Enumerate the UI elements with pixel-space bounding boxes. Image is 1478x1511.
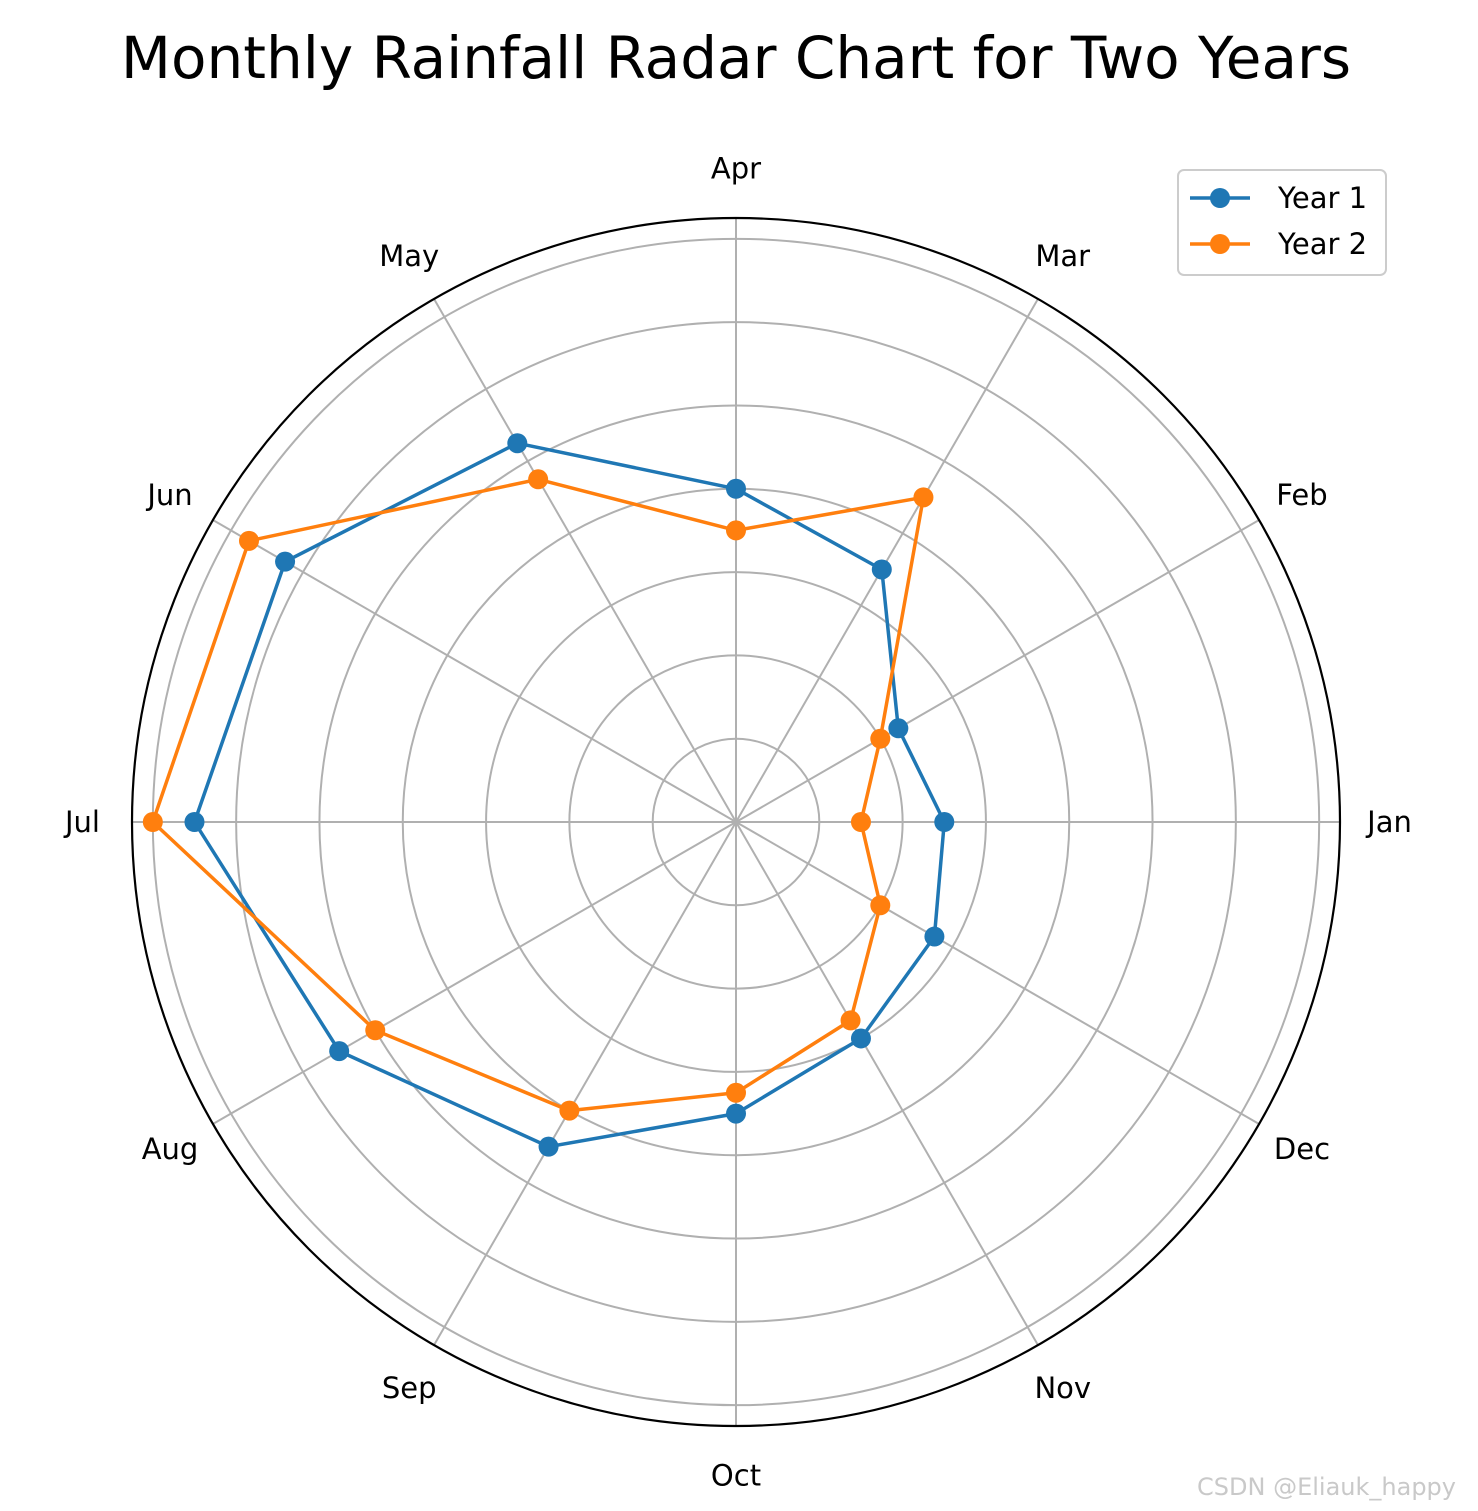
grid-spoke-aug (212, 821, 737, 1125)
grid-spoke-sep (433, 821, 737, 1346)
data-point-year-1-jan (934, 812, 955, 832)
polar-frame (130, 216, 1342, 1428)
series-line-year-1 (192, 441, 947, 1149)
category-label-feb: Feb (1276, 478, 1327, 512)
data-point-year-2-jan (850, 812, 871, 832)
data-point-year-2-sep (559, 1100, 580, 1121)
data-point-year-1-jun (275, 551, 296, 572)
grid-spoke-feb (735, 519, 1260, 823)
data-point-year-1-jul (184, 812, 205, 832)
series-line-year-2 (151, 477, 926, 1113)
data-point-year-2-jul (142, 812, 163, 832)
series-layer (142, 433, 955, 1157)
category-label-jan: Jan (1365, 805, 1412, 839)
category-label-sep: Sep (382, 1371, 437, 1405)
data-point-year-1-apr (726, 478, 746, 499)
watermark: CSDN @Eliauk_happy (1197, 1473, 1456, 1501)
category-labels: Jan Feb Mar Apr May Jun Jul Aug Sep Oct Nov Dec (63, 151, 1412, 1492)
data-point-year-2-feb (870, 728, 891, 749)
data-point-year-2-nov (840, 1010, 861, 1031)
category-label-jul: Jul (63, 805, 100, 839)
category-label-nov: Nov (1034, 1371, 1091, 1405)
data-point-year-1-nov (850, 1028, 871, 1049)
data-point-year-1-sep (538, 1136, 559, 1157)
category-label-may: May (379, 239, 439, 273)
legend-label-year-1: Year 1 (1277, 181, 1367, 215)
grid-spoke-jun (212, 519, 737, 823)
data-point-year-2-aug (365, 1020, 386, 1041)
chart-title: Monthly Rainfall Radar Chart for Two Yea… (121, 24, 1351, 92)
data-point-year-2-jun (238, 530, 259, 551)
legend: Year 1 Year 2 (1177, 169, 1387, 276)
data-point-year-2-may (528, 469, 549, 490)
category-label-jun: Jun (145, 478, 192, 512)
category-label-oct: Oct (711, 1459, 761, 1493)
category-label-dec: Dec (1274, 1132, 1330, 1166)
grid-spoke-dec (735, 821, 1260, 1125)
polar-grid (132, 218, 1340, 1426)
legend-label-year-2: Year 2 (1277, 227, 1367, 261)
data-point-year-1-dec (924, 926, 945, 947)
grid-spoke-may (433, 298, 737, 823)
data-point-year-2-oct (726, 1082, 746, 1103)
data-point-year-1-aug (329, 1041, 350, 1062)
data-point-year-1-mar (871, 559, 892, 580)
category-label-mar: Mar (1035, 239, 1090, 273)
data-point-year-2-mar (913, 487, 934, 508)
legend-marker-year-2 (1210, 234, 1230, 254)
category-label-apr: Apr (711, 151, 761, 185)
data-point-year-2-dec (870, 895, 891, 916)
data-point-year-1-may (507, 433, 528, 454)
grid-spoke-nov (735, 821, 1039, 1346)
legend-marker-year-1 (1210, 188, 1230, 208)
data-point-year-1-feb (888, 718, 909, 739)
category-label-aug: Aug (142, 1132, 199, 1166)
grid-spoke-mar (735, 298, 1039, 823)
data-point-year-1-oct (726, 1103, 746, 1124)
data-point-year-2-apr (726, 520, 746, 541)
